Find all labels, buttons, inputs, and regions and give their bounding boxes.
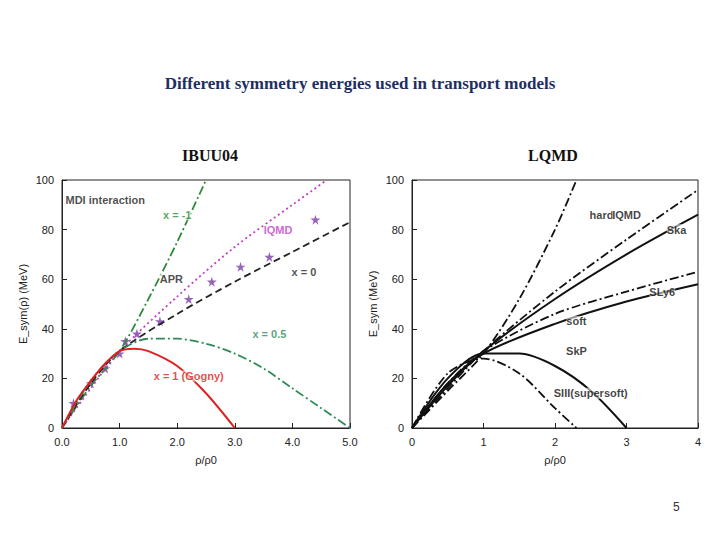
- svg-text:5.0: 5.0: [342, 436, 357, 448]
- svg-text:ρ/ρ0: ρ/ρ0: [195, 454, 217, 466]
- svg-text:Ska: Ska: [667, 224, 687, 236]
- svg-text:60: 60: [42, 273, 54, 285]
- svg-text:x = -1: x = -1: [163, 209, 191, 221]
- svg-text:3.0: 3.0: [227, 436, 242, 448]
- svg-text:3: 3: [623, 436, 629, 448]
- svg-text:x = 1 (Gogny): x = 1 (Gogny): [154, 370, 224, 382]
- svg-text:x = 0.5: x = 0.5: [252, 328, 286, 340]
- svg-text:x = 0: x = 0: [292, 266, 317, 278]
- svg-text:2: 2: [552, 436, 558, 448]
- svg-text:IBUU04: IBUU04: [182, 147, 238, 164]
- svg-text:40: 40: [392, 323, 404, 335]
- svg-text:40: 40: [42, 323, 54, 335]
- svg-text:soft: soft: [566, 315, 587, 327]
- svg-text:SkP: SkP: [566, 345, 587, 357]
- svg-text:ρ/ρ0: ρ/ρ0: [544, 454, 566, 466]
- svg-text:100: 100: [386, 174, 404, 186]
- svg-text:Different symmetry energies us: Different symmetry energies used in tran…: [165, 74, 556, 93]
- svg-text:0: 0: [398, 422, 404, 434]
- svg-text:LQMD: LQMD: [528, 147, 578, 164]
- svg-text:80: 80: [42, 224, 54, 236]
- svg-text:4.0: 4.0: [285, 436, 300, 448]
- svg-text:E_sym (MeV): E_sym (MeV): [367, 271, 379, 338]
- svg-text:0: 0: [48, 422, 54, 434]
- svg-text:20: 20: [42, 372, 54, 384]
- svg-text:E_sym(ρ) (MeV): E_sym(ρ) (MeV): [17, 264, 29, 344]
- svg-text:0.0: 0.0: [54, 436, 69, 448]
- svg-text:hard: hard: [590, 209, 614, 221]
- svg-text:4: 4: [695, 436, 701, 448]
- svg-text:0: 0: [409, 436, 415, 448]
- svg-text:2.0: 2.0: [170, 436, 185, 448]
- svg-text:1.0: 1.0: [112, 436, 127, 448]
- svg-text:20: 20: [392, 372, 404, 384]
- svg-text:MDI interaction: MDI interaction: [65, 194, 145, 206]
- svg-text:APR: APR: [160, 273, 183, 285]
- svg-text:IQMD: IQMD: [264, 224, 293, 236]
- svg-text:5: 5: [673, 500, 680, 514]
- svg-text:60: 60: [392, 273, 404, 285]
- svg-text:SLy6: SLy6: [649, 286, 675, 298]
- svg-text:IQMD: IQMD: [612, 209, 641, 221]
- svg-text:80: 80: [392, 224, 404, 236]
- svg-text:SIII(supersoft): SIII(supersoft): [554, 387, 628, 399]
- svg-text:1: 1: [480, 436, 486, 448]
- svg-text:100: 100: [36, 174, 54, 186]
